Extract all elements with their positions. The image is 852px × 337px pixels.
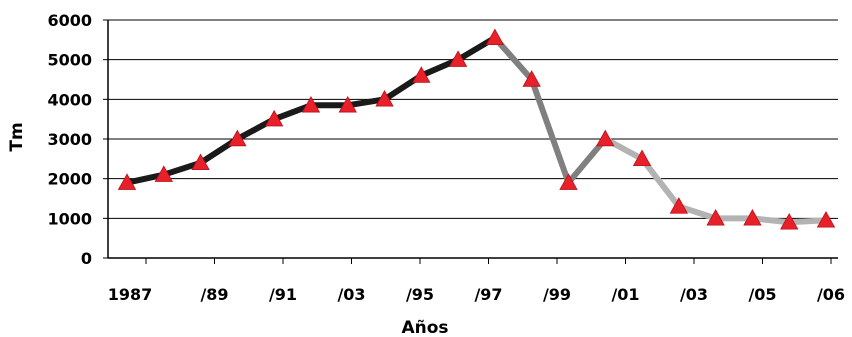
x-tick-labels: 1987/89/91/03/95/97/99/01/03/05/06 xyxy=(108,285,845,304)
data-point-marker xyxy=(301,95,321,113)
data-point-marker xyxy=(117,173,137,190)
data-point-marker xyxy=(448,50,468,67)
y-tick-label: 5000 xyxy=(47,51,92,70)
data-point-marker xyxy=(559,173,578,190)
data-series xyxy=(124,34,829,226)
data-point-marker xyxy=(706,209,725,226)
y-tick-label: 0 xyxy=(81,249,92,268)
x-tick-label: /89 xyxy=(200,285,228,304)
data-point-marker xyxy=(522,70,541,87)
data-markers xyxy=(117,28,836,230)
x-tick-label: /95 xyxy=(406,285,434,304)
data-point-marker xyxy=(669,197,689,214)
y-tick-label: 2000 xyxy=(47,170,92,189)
data-point-marker xyxy=(412,66,431,83)
data-point-marker xyxy=(780,212,799,230)
x-axis-title: Años xyxy=(401,318,448,337)
data-point-marker xyxy=(338,95,357,113)
data-point-marker xyxy=(816,210,836,228)
y-tick-label: 3000 xyxy=(47,130,92,149)
axes xyxy=(103,19,838,264)
x-tick-label: 1987 xyxy=(108,285,153,304)
y-tick-labels: 0 1000 2000 3000 4000 5000 6000 xyxy=(47,11,92,268)
x-tick-label: /97 xyxy=(474,285,502,304)
data-point-marker xyxy=(375,90,394,107)
data-point-marker xyxy=(632,149,652,167)
data-point-marker xyxy=(154,165,173,182)
y-tick-label: 1000 xyxy=(47,209,92,228)
x-tick-label: /06 xyxy=(817,285,845,304)
x-tick-label: /99 xyxy=(543,285,571,304)
series-line-segment xyxy=(491,34,609,186)
data-point-marker xyxy=(743,209,762,226)
x-tick-label: /05 xyxy=(748,285,776,304)
y-tick-label: 6000 xyxy=(47,11,92,30)
x-tick-label: /03 xyxy=(680,285,708,304)
data-point-marker xyxy=(191,153,210,171)
data-point-marker xyxy=(596,129,615,147)
x-tick-label: /91 xyxy=(269,285,297,304)
y-tick-label: 4000 xyxy=(47,90,92,109)
data-point-marker xyxy=(264,109,284,127)
data-point-marker xyxy=(228,129,247,147)
y-axis-title: Tm xyxy=(7,122,27,151)
x-tick-label: /03 xyxy=(337,285,365,304)
x-tick-label: /01 xyxy=(611,285,639,304)
data-point-marker xyxy=(485,28,505,46)
